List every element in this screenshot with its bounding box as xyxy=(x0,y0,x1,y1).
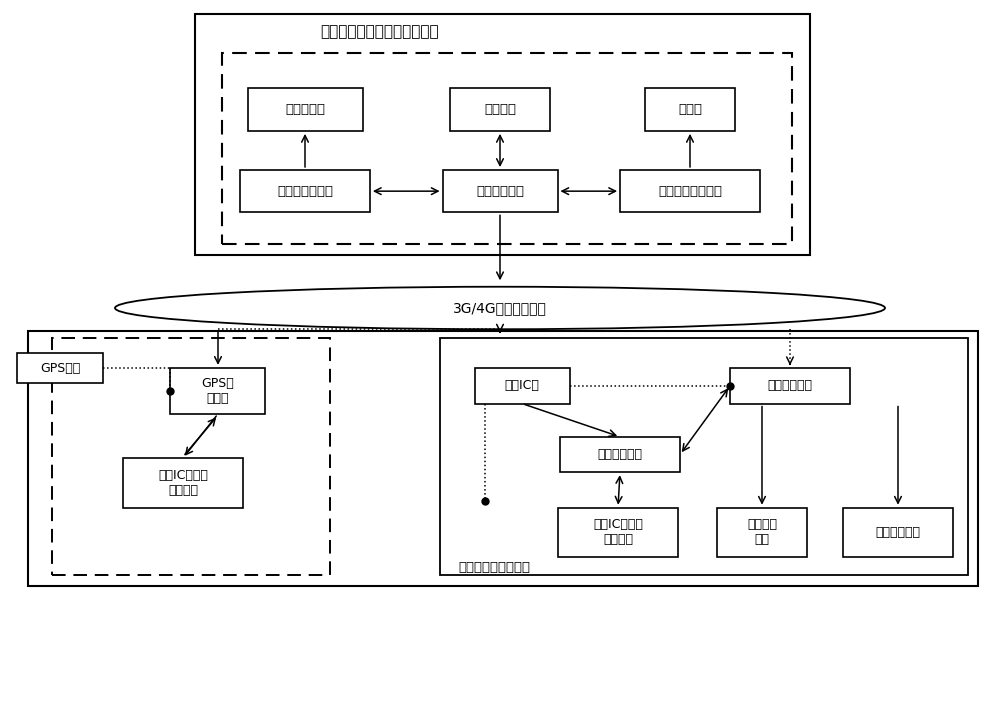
Bar xyxy=(442,170,558,212)
Bar xyxy=(475,368,570,404)
Bar xyxy=(620,170,760,212)
Bar xyxy=(717,508,807,557)
Text: 公交电子站牌子系统: 公交电子站牌子系统 xyxy=(458,561,530,574)
Text: 用户IC卡射频
识别设备: 用户IC卡射频 识别设备 xyxy=(593,518,643,547)
Text: 用户IC卡射频
识别设备: 用户IC卡射频 识别设备 xyxy=(158,469,208,497)
Text: 无线通讯模块: 无线通讯模块 xyxy=(598,448,642,461)
Text: 中心调度服务器: 中心调度服务器 xyxy=(277,185,333,198)
Text: 信息接收系统: 信息接收系统 xyxy=(876,526,920,539)
Bar xyxy=(222,53,792,244)
Text: 发布系统: 发布系统 xyxy=(484,103,516,116)
Text: 用户IC卡: 用户IC卡 xyxy=(505,379,539,392)
Bar xyxy=(645,88,735,131)
Bar xyxy=(28,331,978,586)
Bar xyxy=(17,353,103,383)
Text: 网络通讯设备: 网络通讯设备 xyxy=(476,185,524,198)
Bar xyxy=(843,508,953,557)
Text: 3G/4G网络通讯系统: 3G/4G网络通讯系统 xyxy=(453,301,547,315)
Bar xyxy=(240,170,370,212)
Bar xyxy=(730,368,850,404)
Bar xyxy=(560,437,680,472)
Bar xyxy=(248,88,362,131)
Bar xyxy=(558,508,678,557)
Text: GPS卫星: GPS卫星 xyxy=(40,362,80,375)
Bar xyxy=(195,14,810,255)
Bar xyxy=(440,338,968,575)
Text: GPS车
载终端: GPS车 载终端 xyxy=(202,377,234,405)
Text: 显示屏: 显示屏 xyxy=(678,103,702,116)
Text: 公交中心后台调度管理子系统: 公交中心后台调度管理子系统 xyxy=(320,24,439,40)
Text: 客户端管理计算机: 客户端管理计算机 xyxy=(658,185,722,198)
Bar xyxy=(52,338,330,575)
Text: 信息发布
系统: 信息发布 系统 xyxy=(747,518,777,547)
Text: 公交电子站牌: 公交电子站牌 xyxy=(768,379,812,392)
Bar xyxy=(450,88,550,131)
Bar xyxy=(123,458,243,508)
Ellipse shape xyxy=(115,287,885,329)
Bar xyxy=(170,368,265,413)
Text: 大屏幕显示: 大屏幕显示 xyxy=(285,103,325,116)
